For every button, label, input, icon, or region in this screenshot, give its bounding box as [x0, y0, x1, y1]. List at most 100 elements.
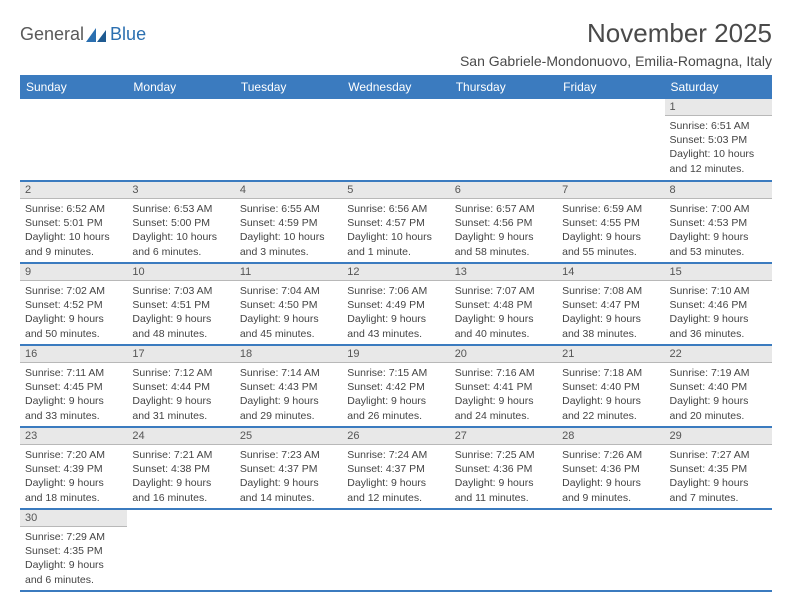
brand-part1: General [20, 24, 84, 45]
sunset-line: Sunset: 4:41 PM [455, 380, 552, 394]
day-details: Sunrise: 6:52 AMSunset: 5:01 PMDaylight:… [20, 199, 127, 261]
sunrise-line: Sunrise: 7:00 AM [670, 202, 767, 216]
calendar-day-cell: 24Sunrise: 7:21 AMSunset: 4:38 PMDayligh… [127, 427, 234, 509]
day-number: 30 [20, 510, 127, 527]
daylight-line: Daylight: 9 hours and 12 minutes. [347, 476, 444, 504]
sunrise-line: Sunrise: 7:24 AM [347, 448, 444, 462]
day-number: 5 [342, 182, 449, 199]
calendar-day-cell: 6Sunrise: 6:57 AMSunset: 4:56 PMDaylight… [450, 181, 557, 263]
calendar-day-cell [235, 509, 342, 591]
weekday-header: Saturday [665, 75, 772, 99]
sunset-line: Sunset: 4:42 PM [347, 380, 444, 394]
sunset-line: Sunset: 4:39 PM [25, 462, 122, 476]
weekday-header: Monday [127, 75, 234, 99]
calendar-day-cell: 12Sunrise: 7:06 AMSunset: 4:49 PMDayligh… [342, 263, 449, 345]
sunset-line: Sunset: 4:51 PM [132, 298, 229, 312]
daylight-line: Daylight: 10 hours and 3 minutes. [240, 230, 337, 258]
calendar-day-cell: 8Sunrise: 7:00 AMSunset: 4:53 PMDaylight… [665, 181, 772, 263]
day-number: 18 [235, 346, 342, 363]
calendar-table: Sunday Monday Tuesday Wednesday Thursday… [20, 75, 772, 592]
day-details: Sunrise: 7:11 AMSunset: 4:45 PMDaylight:… [20, 363, 127, 425]
weekday-header: Friday [557, 75, 664, 99]
calendar-day-cell: 2Sunrise: 6:52 AMSunset: 5:01 PMDaylight… [20, 181, 127, 263]
day-number: 21 [557, 346, 664, 363]
calendar-week-row: 2Sunrise: 6:52 AMSunset: 5:01 PMDaylight… [20, 181, 772, 263]
day-number: 23 [20, 428, 127, 445]
sunrise-line: Sunrise: 6:55 AM [240, 202, 337, 216]
day-number: 27 [450, 428, 557, 445]
daylight-line: Daylight: 9 hours and 6 minutes. [25, 558, 122, 586]
calendar-day-cell [127, 509, 234, 591]
sunset-line: Sunset: 4:45 PM [25, 380, 122, 394]
sunrise-line: Sunrise: 7:14 AM [240, 366, 337, 380]
day-details: Sunrise: 6:51 AMSunset: 5:03 PMDaylight:… [665, 116, 772, 178]
daylight-line: Daylight: 9 hours and 53 minutes. [670, 230, 767, 258]
sunset-line: Sunset: 4:35 PM [25, 544, 122, 558]
sunset-line: Sunset: 4:40 PM [562, 380, 659, 394]
calendar-day-cell [557, 99, 664, 181]
day-details: Sunrise: 7:24 AMSunset: 4:37 PMDaylight:… [342, 445, 449, 507]
daylight-line: Daylight: 9 hours and 11 minutes. [455, 476, 552, 504]
day-details: Sunrise: 7:18 AMSunset: 4:40 PMDaylight:… [557, 363, 664, 425]
day-details: Sunrise: 7:15 AMSunset: 4:42 PMDaylight:… [342, 363, 449, 425]
calendar-day-cell: 22Sunrise: 7:19 AMSunset: 4:40 PMDayligh… [665, 345, 772, 427]
calendar-week-row: 9Sunrise: 7:02 AMSunset: 4:52 PMDaylight… [20, 263, 772, 345]
day-number: 6 [450, 182, 557, 199]
daylight-line: Daylight: 9 hours and 9 minutes. [562, 476, 659, 504]
sunset-line: Sunset: 4:50 PM [240, 298, 337, 312]
calendar-day-cell: 28Sunrise: 7:26 AMSunset: 4:36 PMDayligh… [557, 427, 664, 509]
day-number: 28 [557, 428, 664, 445]
sunset-line: Sunset: 4:57 PM [347, 216, 444, 230]
day-number: 14 [557, 264, 664, 281]
day-details: Sunrise: 7:27 AMSunset: 4:35 PMDaylight:… [665, 445, 772, 507]
weekday-header: Tuesday [235, 75, 342, 99]
sunrise-line: Sunrise: 6:59 AM [562, 202, 659, 216]
daylight-line: Daylight: 9 hours and 36 minutes. [670, 312, 767, 340]
sunrise-line: Sunrise: 7:03 AM [132, 284, 229, 298]
calendar-day-cell [342, 99, 449, 181]
calendar-day-cell: 7Sunrise: 6:59 AMSunset: 4:55 PMDaylight… [557, 181, 664, 263]
sunrise-line: Sunrise: 7:21 AM [132, 448, 229, 462]
calendar-day-cell: 13Sunrise: 7:07 AMSunset: 4:48 PMDayligh… [450, 263, 557, 345]
location-subtitle: San Gabriele-Mondonuovo, Emilia-Romagna,… [460, 53, 772, 69]
sunrise-line: Sunrise: 7:12 AM [132, 366, 229, 380]
day-number: 2 [20, 182, 127, 199]
day-details: Sunrise: 7:02 AMSunset: 4:52 PMDaylight:… [20, 281, 127, 343]
sunrise-line: Sunrise: 7:10 AM [670, 284, 767, 298]
daylight-line: Daylight: 9 hours and 24 minutes. [455, 394, 552, 422]
daylight-line: Daylight: 9 hours and 55 minutes. [562, 230, 659, 258]
daylight-line: Daylight: 10 hours and 9 minutes. [25, 230, 122, 258]
calendar-day-cell: 30 Sunrise: 7:29 AMSunset: 4:35 PMDayligh… [20, 509, 127, 591]
sunset-line: Sunset: 4:37 PM [240, 462, 337, 476]
brand-logo: General Blue [20, 24, 146, 45]
sunrise-line: Sunrise: 7:27 AM [670, 448, 767, 462]
day-details: Sunrise: 7:19 AMSunset: 4:40 PMDaylight:… [665, 363, 772, 425]
daylight-line: Daylight: 10 hours and 12 minutes. [670, 147, 767, 175]
sunrise-line: Sunrise: 7:29 AM [25, 530, 122, 544]
day-details: Sunrise: 7:21 AMSunset: 4:38 PMDaylight:… [127, 445, 234, 507]
calendar-day-cell [665, 509, 772, 591]
calendar-day-cell [235, 99, 342, 181]
calendar-day-cell: 26Sunrise: 7:24 AMSunset: 4:37 PMDayligh… [342, 427, 449, 509]
sunset-line: Sunset: 4:43 PM [240, 380, 337, 394]
sunrise-line: Sunrise: 7:25 AM [455, 448, 552, 462]
calendar-day-cell [557, 509, 664, 591]
sunrise-line: Sunrise: 7:11 AM [25, 366, 122, 380]
sunrise-line: Sunrise: 7:04 AM [240, 284, 337, 298]
day-details: Sunrise: 6:53 AMSunset: 5:00 PMDaylight:… [127, 199, 234, 261]
calendar-day-cell: 29Sunrise: 7:27 AMSunset: 4:35 PMDayligh… [665, 427, 772, 509]
calendar-day-cell [20, 99, 127, 181]
daylight-line: Daylight: 9 hours and 43 minutes. [347, 312, 444, 340]
weekday-header: Thursday [450, 75, 557, 99]
day-number: 26 [342, 428, 449, 445]
daylight-line: Daylight: 9 hours and 33 minutes. [25, 394, 122, 422]
day-details: Sunrise: 7:03 AMSunset: 4:51 PMDaylight:… [127, 281, 234, 343]
sunset-line: Sunset: 4:38 PM [132, 462, 229, 476]
day-number: 16 [20, 346, 127, 363]
daylight-line: Daylight: 9 hours and 31 minutes. [132, 394, 229, 422]
day-details: Sunrise: 6:57 AMSunset: 4:56 PMDaylight:… [450, 199, 557, 261]
sunrise-line: Sunrise: 6:53 AM [132, 202, 229, 216]
calendar-day-cell: 3Sunrise: 6:53 AMSunset: 5:00 PMDaylight… [127, 181, 234, 263]
day-details: Sunrise: 7:20 AMSunset: 4:39 PMDaylight:… [20, 445, 127, 507]
sunrise-line: Sunrise: 7:19 AM [670, 366, 767, 380]
